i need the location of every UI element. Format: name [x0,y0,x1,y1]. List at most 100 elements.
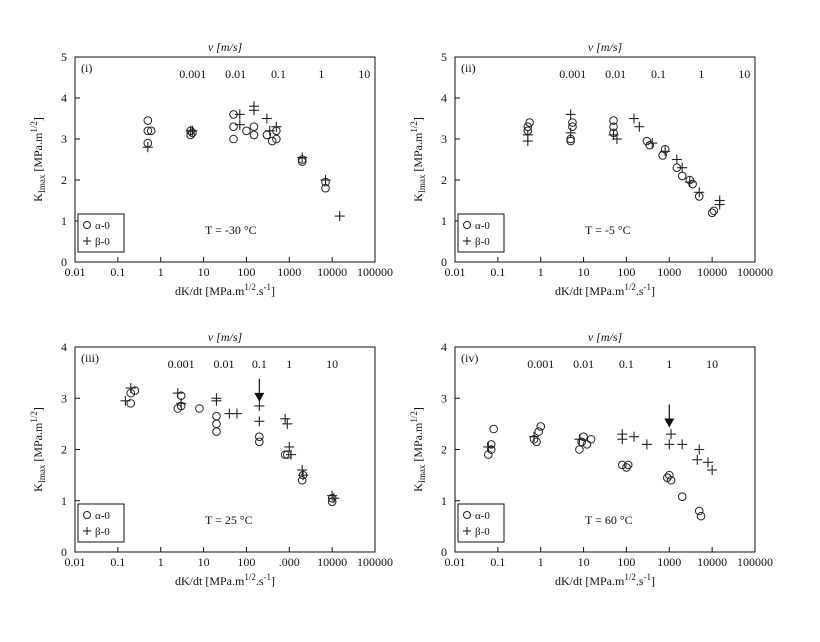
series-alpha-0 [143,110,330,193]
x-tick-label: 100000 [357,265,393,279]
top-tick-label: 0.1 [252,357,267,371]
top-tick-label: 0.001 [168,357,195,371]
x-tick-label: 100 [237,265,255,279]
y-tick-label: 0 [441,545,447,559]
top-axis-label: v [m/s] [208,330,243,344]
x-tick-label: 0.1 [490,555,505,569]
x-tick-label: 0.1 [110,555,125,569]
data-point-circle [666,475,676,485]
data-point-circle [249,130,259,140]
data-point-plus [284,441,295,452]
top-tick-label: 0.1 [619,357,634,371]
data-point-plus [666,429,677,440]
data-point-circle [212,427,221,436]
top-axis-label: v [m/s] [588,40,623,54]
data-point-circle [575,445,584,454]
chart-panel-4: 0.01 0.1 1 10 100 1000 10000 100000 0 1 2 3 4 0.001 0.… [409,330,773,588]
legend-label: β-0 [475,526,490,538]
legend-label: β-0 [95,236,110,248]
y-tick-label: 0 [61,255,67,269]
x-tick-label: 1 [538,555,544,569]
x-tick-label: 100 [617,555,635,569]
x-tick-label: 1000 [277,265,301,279]
top-tick-label: 1 [318,67,324,81]
y-tick-label: 3 [61,132,67,146]
data-point-plus [628,113,639,124]
x-tick-label: 10 [198,555,210,569]
x-tick-label: 0.1 [110,265,125,279]
legend-circle-marker [463,511,471,519]
data-point-plus [120,395,131,406]
data-point-plus [483,441,494,452]
data-point-plus [565,127,576,138]
y-tick-label: 2 [441,173,447,187]
legend-circle-marker [463,221,471,229]
top-tick-label: 1 [698,67,704,81]
top-axis-label: v [m/s] [588,330,623,344]
data-point-circle [272,134,281,144]
data-point-circle [622,463,631,472]
series-alpha-0 [126,386,337,507]
legend: α-0β-0 [457,503,505,543]
data-point-circle [694,506,704,516]
data-point-plus [211,395,222,406]
x-tick-label: 10 [578,555,590,569]
x-tick-label: 0.01 [445,265,466,279]
data-point-circle [623,460,633,470]
data-point-plus [677,439,688,450]
y-axis-label: KImax [MPa.m1/2] [29,117,47,202]
data-point-plus [327,490,338,501]
legend-label: α-0 [95,510,110,522]
top-axis-label: v [m/s] [208,40,243,54]
x-tick-label: 100000 [737,265,773,279]
x-tick-label: 0.1 [490,265,505,279]
data-point-circle [297,475,307,485]
data-point-plus [641,439,652,450]
data-point-plus [694,187,705,198]
x-tick-label: 0.01 [65,555,86,569]
data-point-plus [677,162,688,173]
series-beta-0 [120,383,339,504]
data-point-circle [212,411,221,421]
y-axis-label: KImax [MPa.m1/2] [409,117,427,202]
data-point-plus [298,470,309,481]
top-tick-label: 0.001 [179,67,206,81]
legend-circle-marker [83,511,91,519]
panel-label: (iv) [461,351,478,365]
data-point-plus [264,125,275,136]
legend-box [457,503,505,543]
data-point-circle [582,440,592,449]
data-point-plus [261,113,272,124]
x-tick-label: 1 [158,555,164,569]
data-point-circle [255,432,264,441]
x-tick-label: 10000 [697,265,727,279]
top-tick-label: 0.001 [559,67,586,81]
legend-label: β-0 [475,236,490,248]
y-tick-label: 2 [441,443,447,457]
x-tick-label: 1 [158,265,164,279]
panel-label: (ii) [461,61,476,75]
x-tick-label: 100000 [737,555,773,569]
legend-label: α-0 [95,220,110,232]
chart-panel-3: 0.01 0.1 1 10 100 .000 10000 100000 0 1 2 3 4 0.001 0.… [29,330,393,588]
top-tick-label: 10 [706,357,718,371]
data-point-plus [702,457,713,468]
top-tick-label: 0.01 [605,67,626,81]
data-point-circle [688,179,697,189]
x-tick-label: 100000 [357,555,393,569]
data-point-plus [234,109,245,120]
top-tick-label: 1 [286,357,292,371]
y-tick-label: 3 [61,391,67,405]
data-point-circle [255,437,264,447]
data-point-plus [234,119,245,130]
data-point-plus [522,129,533,140]
y-tick-label: 4 [61,340,67,354]
series-beta-0 [522,109,725,210]
top-tick-label: 1 [666,357,672,371]
data-point-plus [286,449,297,460]
data-point-circle [143,116,153,125]
data-point-circle [707,208,717,218]
x-tick-label: 10000 [697,555,727,569]
legend-label: β-0 [95,526,110,538]
